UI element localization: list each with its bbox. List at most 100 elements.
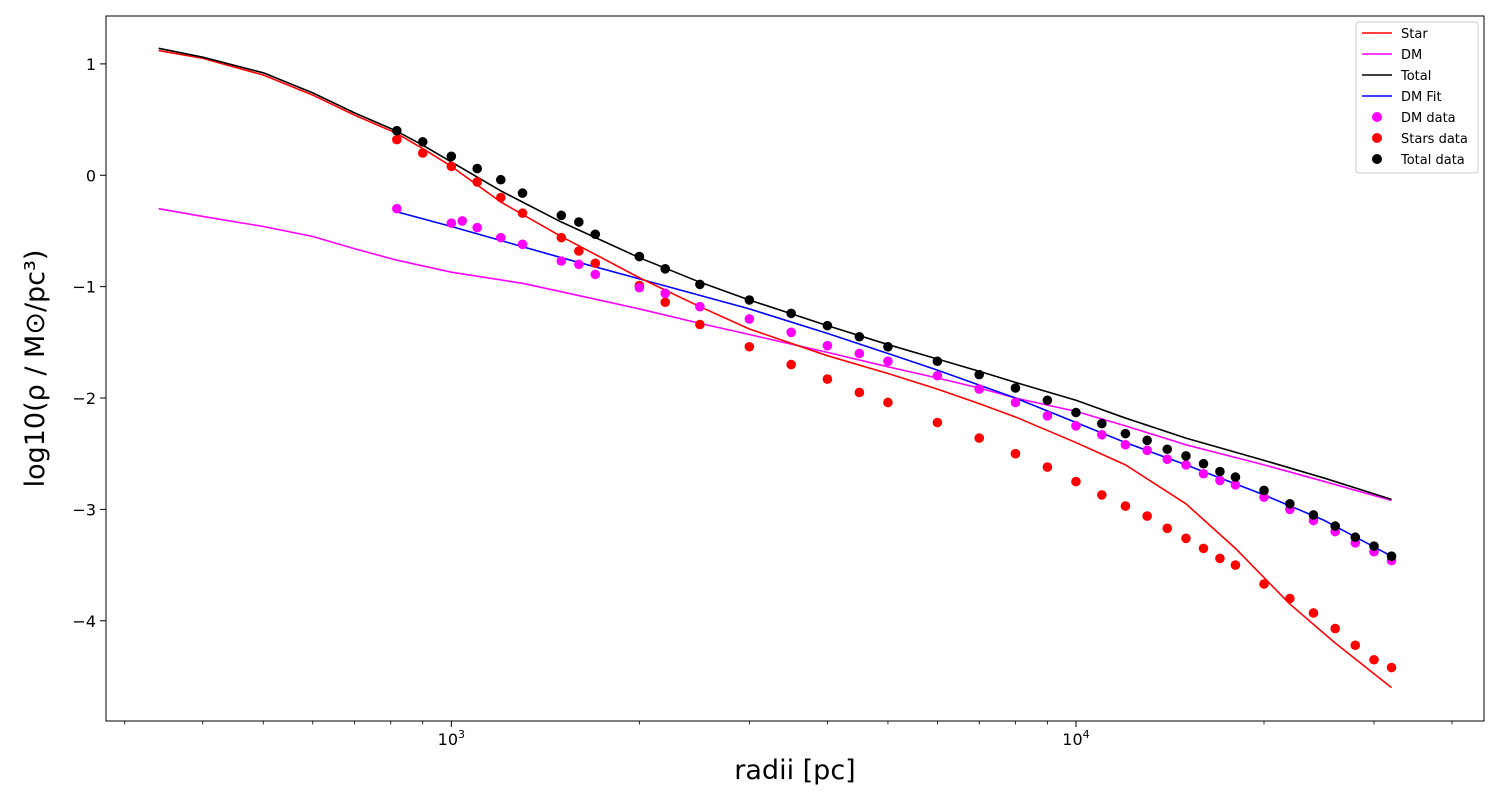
legend-item-stars-data: Stars data: [1372, 132, 1468, 147]
data-point-total-data: [590, 229, 601, 240]
data-point-dm-data: [1230, 480, 1241, 490]
legend-swatch: [1372, 133, 1382, 143]
y-tick-label: −4: [72, 612, 96, 631]
plot-frame: [105, 15, 1485, 722]
data-point-total-data: [574, 217, 584, 227]
series-line-star: [158, 49, 1393, 689]
data-point-total-data: [472, 163, 482, 174]
data-point-dm-data: [822, 340, 833, 351]
data-point-dm-data: [634, 282, 645, 293]
legend-item-total-data: Total data: [1372, 153, 1465, 168]
data-point-total-data: [1097, 418, 1107, 429]
series-dm-fit: [397, 211, 1392, 557]
data-point-stars-data: [1369, 654, 1379, 665]
data-point-stars-data: [974, 433, 985, 443]
data-point-dm-data: [446, 218, 457, 228]
data-point-stars-data: [1042, 462, 1053, 472]
data-point-stars-data: [495, 192, 506, 203]
data-point-dm-data: [1010, 397, 1021, 408]
data-point-stars-data: [695, 319, 705, 330]
y-axis-label: log10(ρ / M⊙/pc³): [20, 250, 51, 488]
series-layer: [158, 47, 1397, 689]
data-point-stars-data: [1259, 579, 1269, 589]
data-point-dm-data: [1120, 439, 1131, 450]
data-point-total-data: [1162, 444, 1173, 455]
legend-box: [1355, 21, 1479, 174]
data-point-dm-data: [495, 232, 506, 243]
series-total-data: [392, 125, 1397, 561]
data-point-total-data: [1010, 383, 1021, 393]
data-point-dm-data: [786, 327, 796, 338]
y-tick-label: 0: [86, 166, 96, 185]
data-point-stars-data: [1285, 593, 1295, 604]
data-point-dm-data: [974, 384, 985, 394]
data-point-total-data: [744, 295, 755, 305]
y-axis: 1 0 −1 −2 −3 −4: [72, 55, 106, 631]
data-point-stars-data: [1142, 511, 1152, 521]
data-point-total-data: [1369, 541, 1379, 551]
data-point-dm-data: [660, 288, 671, 299]
data-point-total-data: [1386, 551, 1397, 561]
data-point-dm-data: [854, 348, 865, 359]
data-point-dm-data: [457, 216, 468, 226]
data-point-dm-data: [574, 259, 584, 270]
data-point-stars-data: [1181, 533, 1191, 544]
data-point-dm-data: [517, 239, 528, 250]
legend-label: DM data: [1401, 111, 1456, 126]
data-point-stars-data: [1308, 608, 1319, 618]
data-point-stars-data: [1120, 501, 1131, 511]
data-point-stars-data: [1071, 476, 1081, 487]
data-point-stars-data: [883, 397, 893, 408]
x-axis-label: radii [pc]: [734, 755, 855, 786]
data-point-stars-data: [392, 134, 402, 145]
data-point-stars-data: [556, 232, 567, 243]
data-point-dm-data: [472, 222, 482, 233]
series-dm: [158, 207, 1392, 502]
series-line-total: [158, 47, 1392, 501]
data-point-stars-data: [932, 417, 943, 428]
legend-item-dm: DM: [1362, 48, 1422, 63]
data-point-total-data: [786, 308, 796, 319]
data-point-dm-data: [1181, 460, 1191, 470]
data-point-stars-data: [1386, 662, 1397, 673]
y-tick-label: −2: [72, 389, 96, 408]
series-star: [158, 49, 1393, 689]
y-tick-label: 1: [86, 55, 96, 74]
data-point-total-data: [1198, 458, 1209, 469]
data-point-stars-data: [744, 341, 755, 352]
legend-label: DM: [1401, 48, 1422, 63]
data-point-stars-data: [517, 208, 528, 218]
data-point-total-data: [495, 174, 506, 185]
legend-label: Star: [1401, 27, 1428, 42]
y-tick-label: −3: [72, 500, 96, 519]
data-point-stars-data: [1215, 553, 1225, 564]
series-line-dm: [158, 207, 1392, 502]
series-total: [158, 47, 1392, 501]
data-point-stars-data: [660, 297, 671, 308]
data-point-stars-data: [446, 161, 457, 172]
data-point-stars-data: [417, 148, 428, 158]
data-point-total-data: [1120, 428, 1131, 439]
legend-item-dm-fit: DM Fit: [1362, 90, 1442, 105]
data-point-total-data: [974, 369, 985, 380]
data-point-total-data: [634, 251, 645, 262]
data-point-dm-data: [1042, 411, 1053, 421]
data-point-total-data: [1285, 499, 1295, 509]
data-point-total-data: [695, 279, 705, 290]
series-stars-data: [392, 134, 1397, 673]
data-point-total-data: [1071, 407, 1081, 418]
data-point-total-data: [1308, 510, 1319, 520]
data-point-total-data: [446, 151, 457, 162]
data-point-total-data: [1350, 532, 1361, 543]
data-point-dm-data: [1215, 475, 1225, 486]
legend-label: Total data: [1400, 153, 1465, 168]
data-point-stars-data: [1350, 640, 1361, 651]
data-point-dm-data: [883, 356, 893, 367]
data-point-stars-data: [1230, 560, 1241, 570]
data-point-total-data: [392, 125, 402, 136]
legend-item-total: Total: [1362, 69, 1431, 84]
legend: Star DM Total DM Fit DM data Stars data Total …: [1355, 21, 1479, 174]
legend-label: Stars data: [1401, 132, 1468, 147]
data-point-dm-data: [695, 301, 705, 312]
